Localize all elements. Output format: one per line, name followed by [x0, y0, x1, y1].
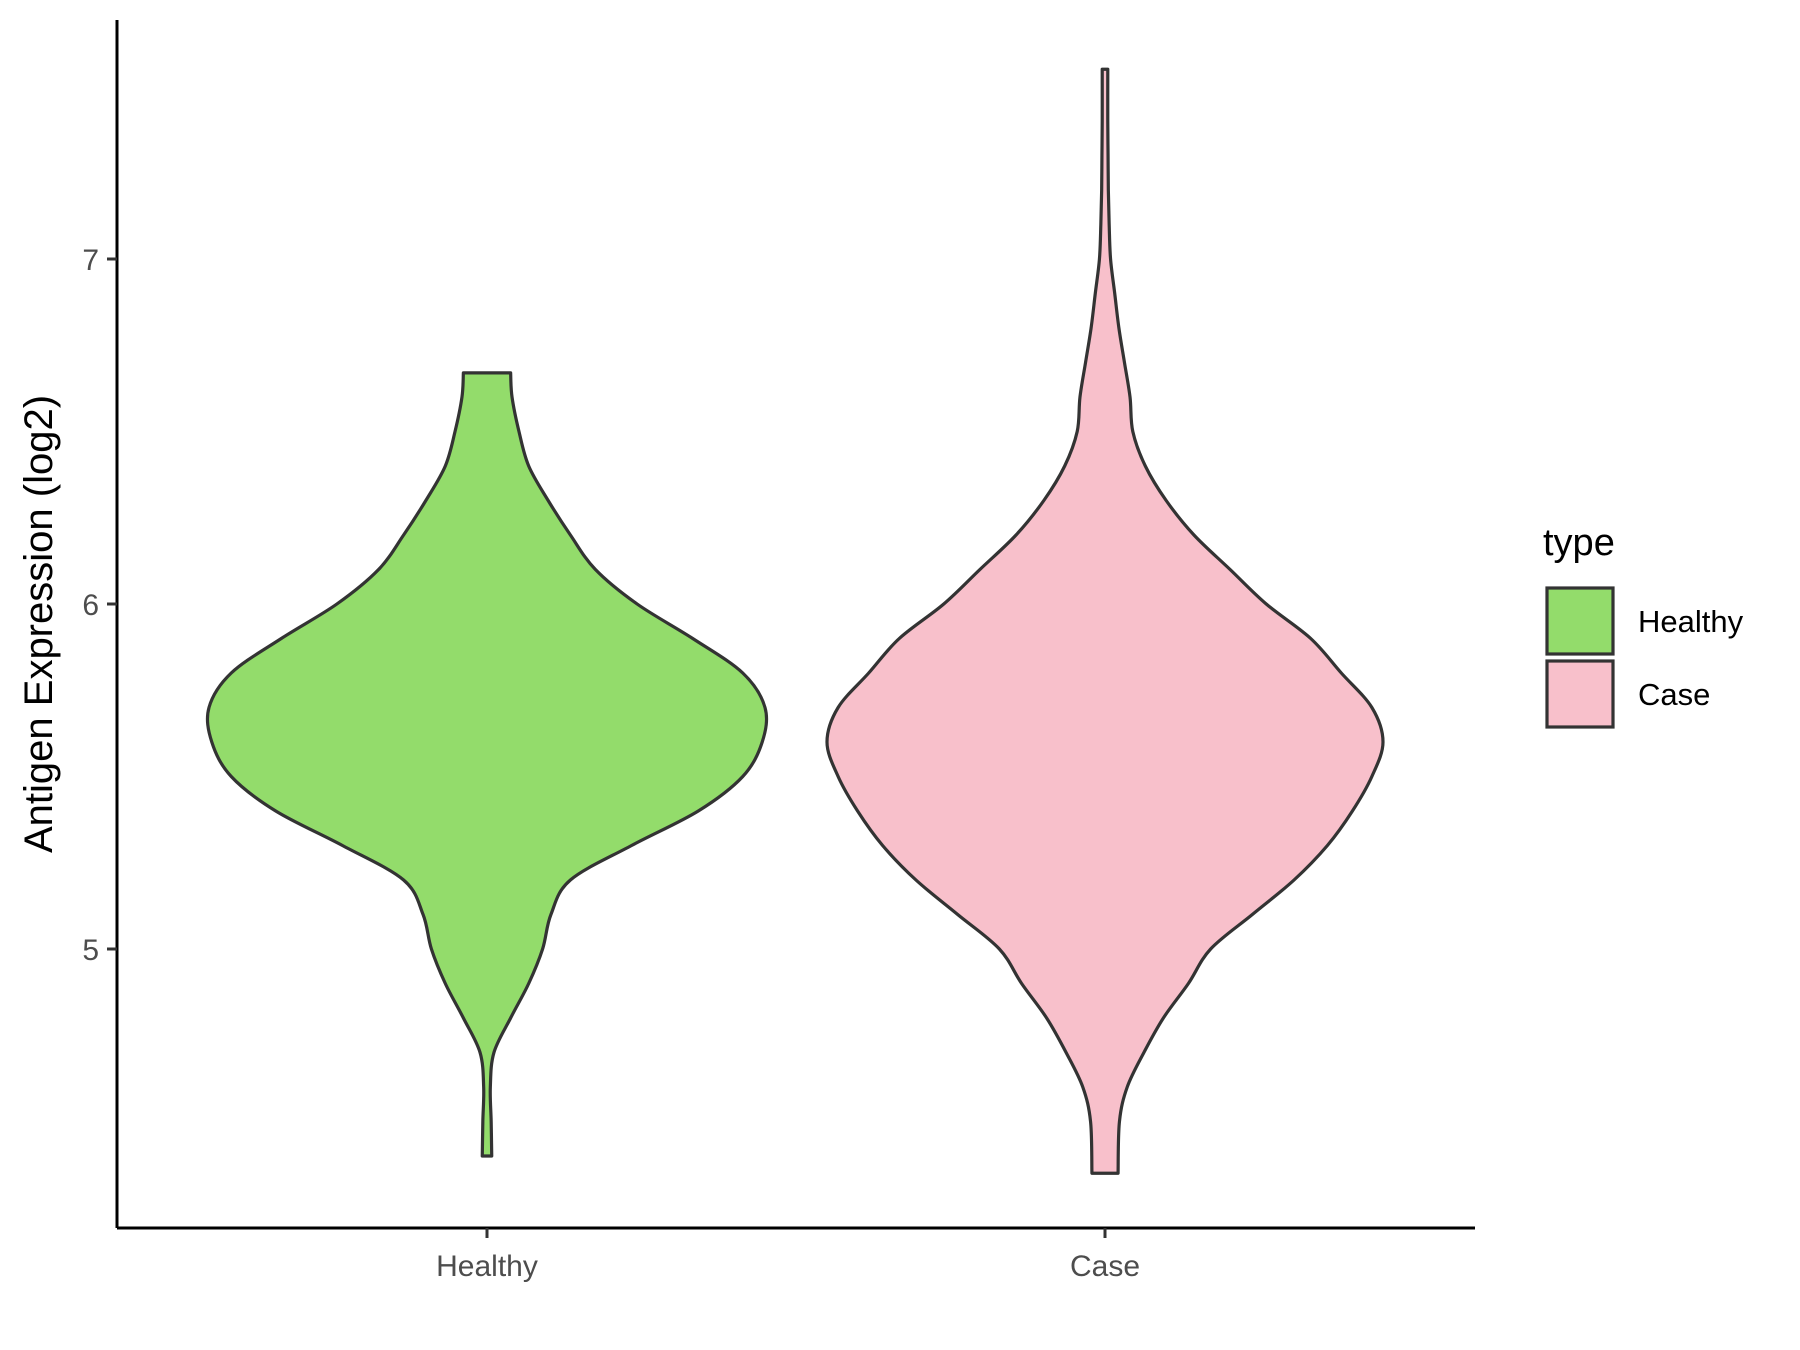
legend-title: type [1543, 522, 1615, 564]
legend-swatch-case [1545, 659, 1615, 729]
legend-swatch-healthy [1545, 586, 1615, 656]
x-tick-label: Healthy [436, 1250, 538, 1283]
x-ticks: Healthy Case [436, 1228, 1140, 1283]
axes: 5 6 7 Healthy Case [82, 20, 1475, 1283]
y-tick-label: 7 [82, 244, 99, 277]
y-tick-label: 5 [82, 934, 99, 967]
legend: type Healthy Case [1543, 522, 1744, 729]
y-axis-title: Antigen Expression (log2) [17, 395, 61, 853]
y-tick-label: 6 [82, 589, 99, 622]
violin-layer [205, 67, 1385, 1175]
legend-label-healthy: Healthy [1638, 604, 1744, 639]
legend-label-case: Case [1638, 677, 1710, 712]
violin-healthy [205, 371, 769, 1158]
legend-items: Healthy Case [1545, 586, 1744, 729]
x-tick-label: Case [1070, 1250, 1140, 1283]
violin-case [825, 67, 1385, 1175]
y-ticks: 5 6 7 [82, 244, 117, 967]
